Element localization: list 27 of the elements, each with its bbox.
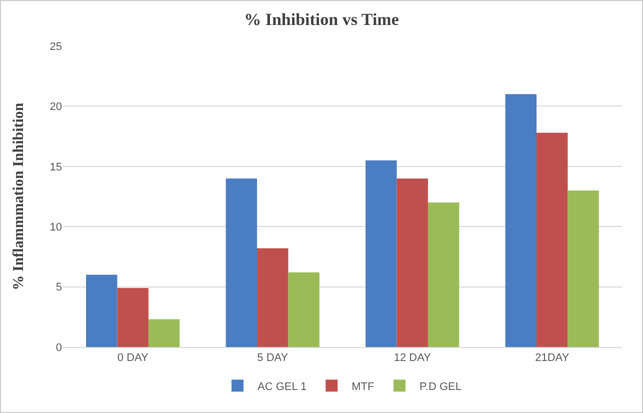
x-tick-label: 5 DAY bbox=[257, 352, 289, 364]
bar bbox=[568, 190, 599, 347]
y-tick-label: 15 bbox=[50, 161, 62, 174]
y-tick-label: 10 bbox=[50, 221, 62, 234]
y-tick-label: 25 bbox=[50, 40, 62, 53]
legend-label: MTF bbox=[352, 380, 375, 393]
legend-label: P.D GEL bbox=[420, 380, 462, 393]
x-tick-label: 21DAY bbox=[535, 352, 570, 364]
y-tick-label: 5 bbox=[56, 282, 62, 294]
x-tick-label: 12 DAY bbox=[394, 352, 432, 364]
bar bbox=[226, 178, 258, 347]
y-tick-label: 0 bbox=[56, 342, 62, 354]
y-tick-label: 20 bbox=[50, 101, 62, 114]
bar bbox=[396, 178, 428, 347]
bar bbox=[86, 274, 118, 347]
bar bbox=[366, 160, 397, 347]
y-axis-title: % Inflammmation Inhibition bbox=[11, 102, 27, 290]
bar bbox=[117, 288, 148, 347]
bar bbox=[536, 132, 568, 347]
chart-title: % Inhibition vs Time bbox=[244, 10, 400, 30]
x-tick-label: 0 DAY bbox=[117, 352, 150, 364]
legend-label: AC GEL 1 bbox=[258, 380, 307, 393]
bar bbox=[257, 248, 288, 347]
bar bbox=[288, 272, 320, 347]
bar bbox=[428, 202, 460, 347]
bar bbox=[148, 319, 180, 347]
bar bbox=[505, 94, 537, 347]
